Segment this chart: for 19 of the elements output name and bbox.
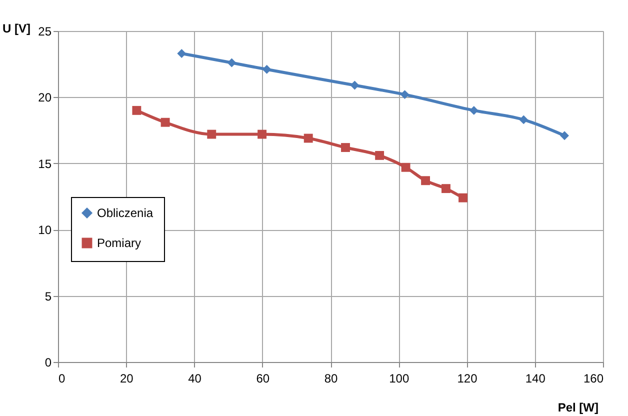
x-tick-label: 160 <box>583 372 604 386</box>
y-axis-title: U [V] <box>2 22 30 36</box>
x-tick-label: 120 <box>457 372 478 386</box>
y-tick-label: 10 <box>38 223 52 238</box>
y-tick-label: 15 <box>38 156 52 171</box>
legend-label: Pomiary <box>97 236 142 250</box>
x-tick-label: 60 <box>256 372 270 386</box>
legend-label: Obliczenia <box>97 206 154 220</box>
x-tick-label: 80 <box>324 372 338 386</box>
y-tick-label: 20 <box>38 90 52 105</box>
x-tick-label: 0 <box>58 372 66 386</box>
y-tick-label: 5 <box>44 289 52 304</box>
x-tick-label: 40 <box>188 372 202 386</box>
x-tick-label: 140 <box>525 372 546 386</box>
x-tick-label: 20 <box>120 372 134 386</box>
y-tick-label: 0 <box>44 356 52 370</box>
y-tick-label: 25 <box>38 24 52 38</box>
x-axis-title: Pel [W] <box>558 400 598 414</box>
x-tick-label: 100 <box>389 372 410 386</box>
